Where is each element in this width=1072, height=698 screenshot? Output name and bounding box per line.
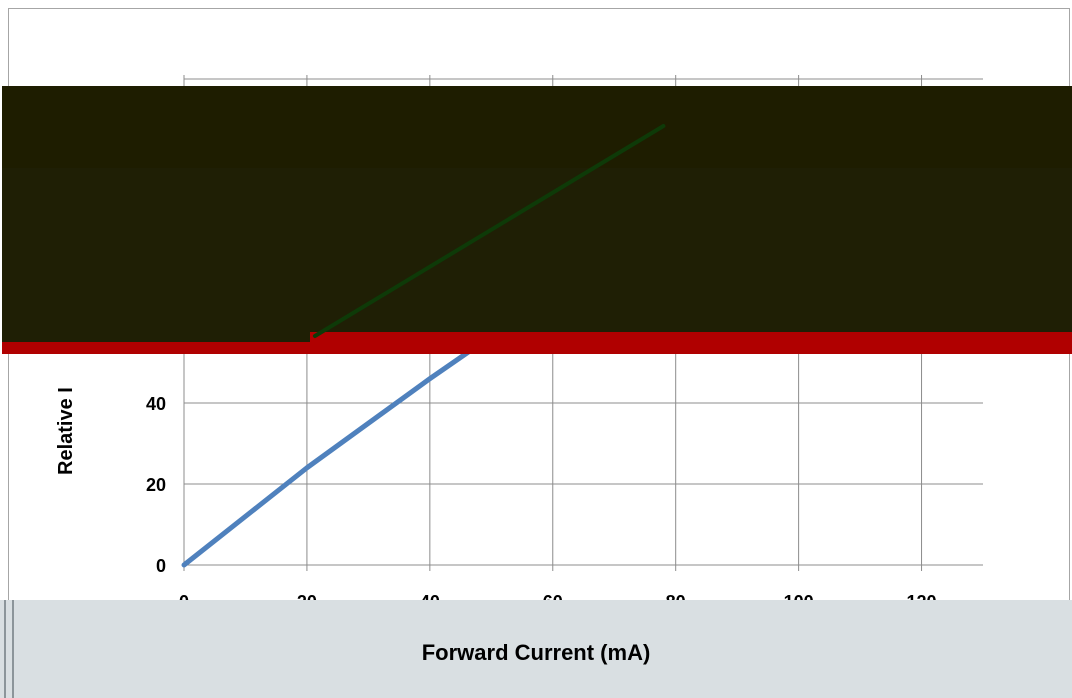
y-tick-labels: 0 20 40: [146, 394, 166, 576]
y-tick-label: 20: [146, 475, 166, 495]
band-edge-left-inner: [12, 600, 14, 698]
y-tick-label: 40: [146, 394, 166, 414]
y-axis-title: Relative I: [55, 387, 77, 475]
y-tick-label: 0: [156, 556, 166, 576]
dark-occlusion-band-top: [2, 86, 1072, 168]
red-band-notch: [2, 332, 310, 342]
band-edge-left: [4, 600, 6, 698]
x-axis-title: Forward Current (mA): [421, 640, 651, 665]
bottom-occlusion-band: [0, 600, 1072, 698]
